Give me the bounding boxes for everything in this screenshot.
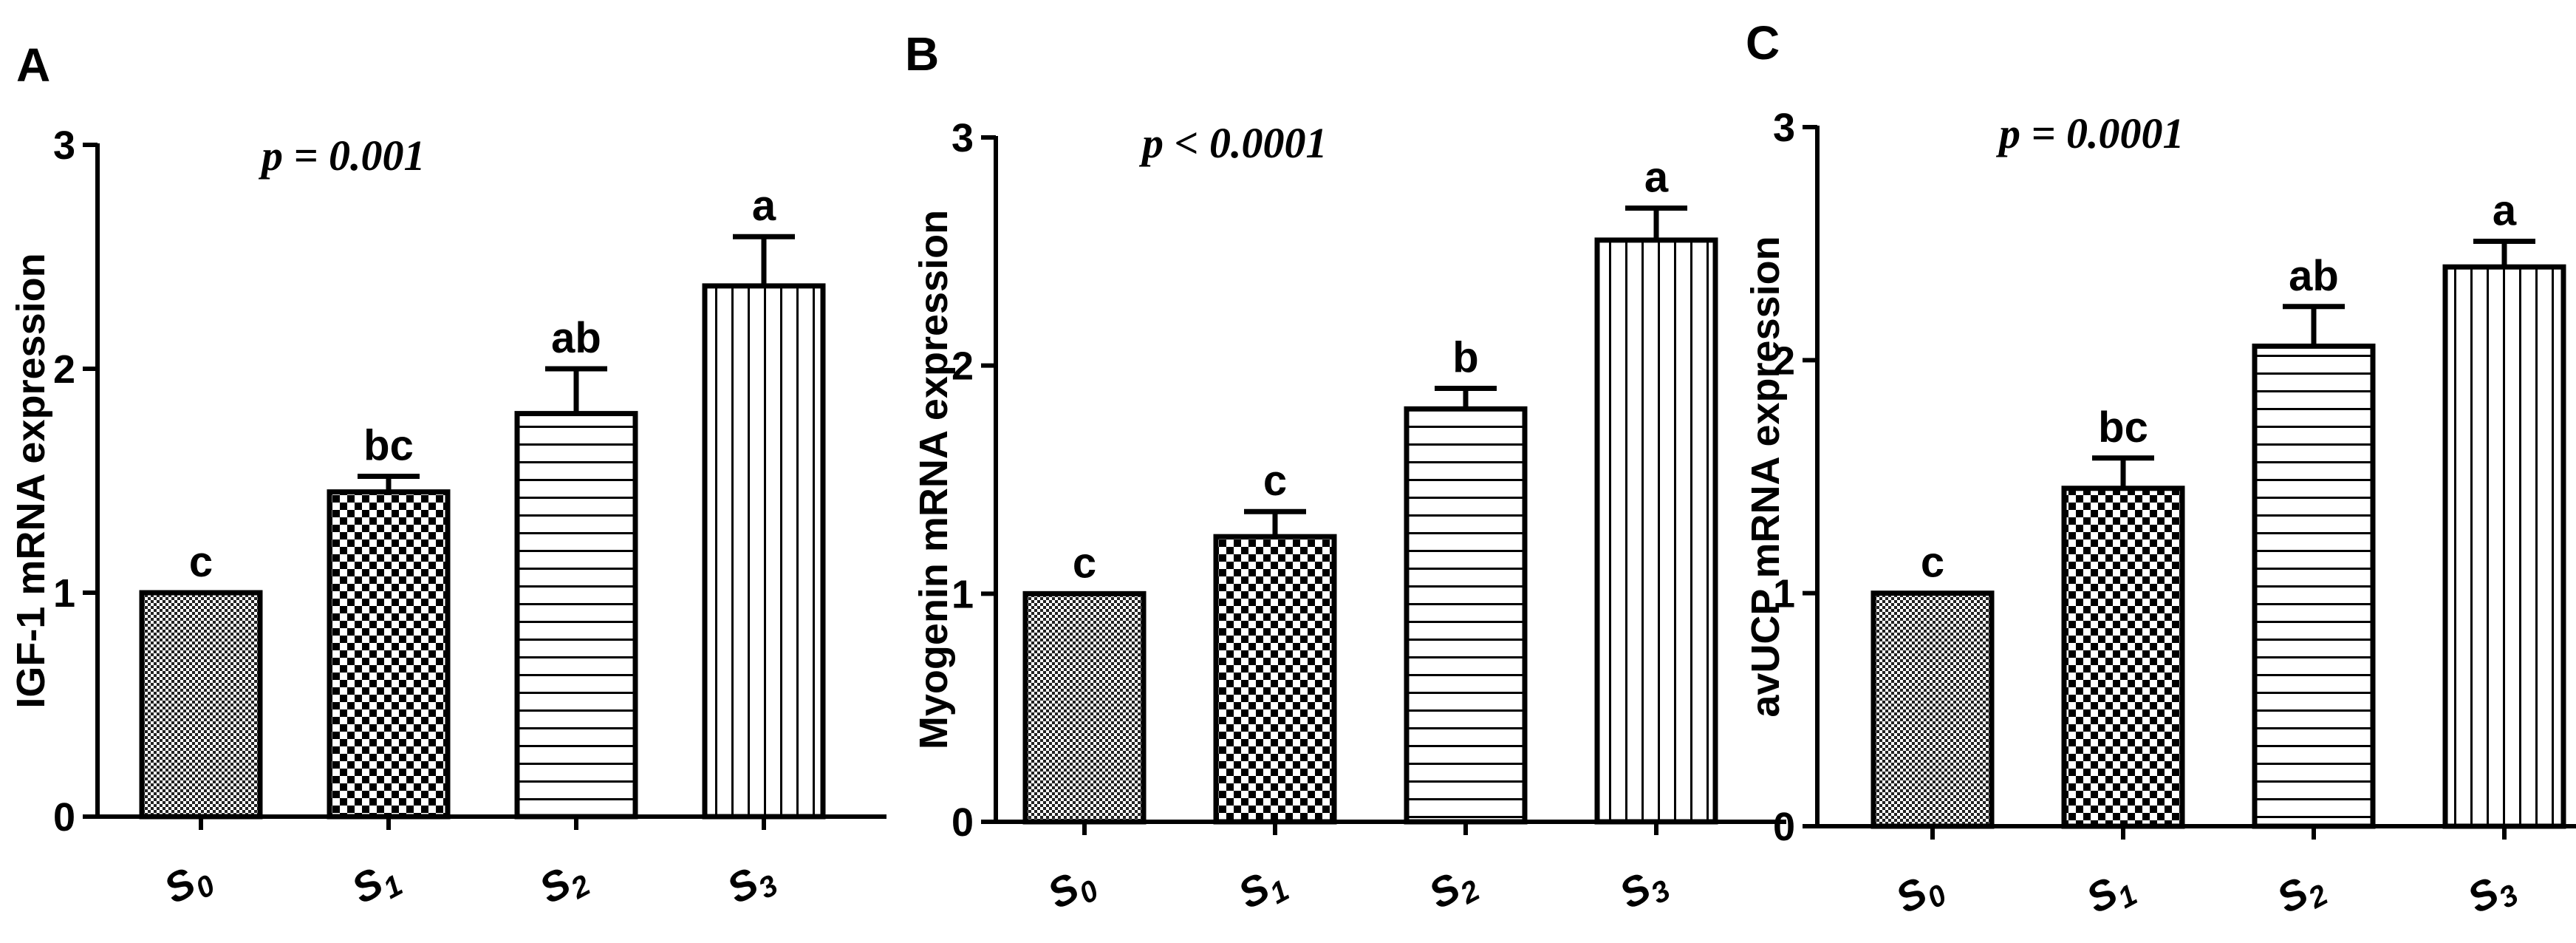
chart-panel-a: A IGF-1 mRNA expression p = 0.001 0 1 2 3 c S0 bc… [9, 38, 886, 919]
y-tick-label: 1 [53, 571, 75, 616]
y-tick-label: 2 [1773, 338, 1795, 383]
y-axis-label: Myogenin mRNA expression [912, 210, 956, 749]
y-tick-label: 0 [53, 795, 75, 840]
y-axis-label: avUCP mRNA expression [1743, 236, 1788, 717]
bar-s0 [1870, 590, 1995, 829]
x-category-label: S3 [2460, 860, 2524, 928]
y-tick-label: 2 [53, 347, 75, 392]
y-axis-label: IGF-1 mRNA expression [9, 253, 53, 708]
y-tick-label: 3 [952, 116, 974, 160]
x-category-label: S0 [1040, 856, 1104, 924]
significance-label: c [1921, 539, 1944, 587]
x-category-label: S0 [1888, 860, 1952, 928]
x-category-label: S3 [720, 851, 783, 919]
y-tick-label: 3 [1773, 106, 1795, 150]
y-tick-label: 0 [952, 800, 974, 845]
significance-label: a [1644, 154, 1669, 202]
bar-s1 [327, 489, 451, 820]
significance-label: c [1263, 457, 1287, 505]
bar-s1 [1213, 534, 1337, 825]
x-category-label: S1 [2079, 860, 2142, 928]
x-category-label: S3 [1612, 856, 1675, 924]
p-value-annotation: p = 0.0001 [1995, 109, 2184, 157]
y-tick-label: 1 [1773, 572, 1795, 616]
x-category-label: S1 [344, 851, 408, 919]
panel-label: B [905, 27, 939, 81]
x-category-label: S0 [157, 851, 220, 919]
bar-s2 [514, 411, 638, 820]
significance-label: c [1073, 539, 1096, 587]
bar-s2 [1404, 406, 1528, 825]
significance-label: a [2493, 187, 2517, 235]
bar-s3 [702, 283, 826, 820]
p-value-annotation: p = 0.001 [258, 132, 426, 180]
bar-s0 [1022, 590, 1147, 825]
y-tick-label: 2 [952, 344, 974, 389]
bar-s1 [2061, 486, 2185, 829]
bar-s2 [2252, 343, 2376, 829]
x-category-label: S1 [1231, 856, 1294, 924]
significance-label: ab [2289, 252, 2339, 300]
significance-label: bc [2098, 404, 2148, 452]
p-value-annotation: p < 0.0001 [1138, 119, 1328, 167]
panel-label: C [1746, 16, 1780, 69]
x-category-label: S2 [532, 851, 595, 919]
significance-label: a [752, 182, 776, 230]
x-category-label: S2 [1421, 856, 1485, 924]
significance-label: bc [363, 421, 414, 469]
significance-label: ab [551, 314, 601, 362]
bar-s3 [1594, 237, 1718, 825]
y-tick-label: 1 [952, 572, 974, 616]
chart-panel-b: B Myogenin mRNA expression p < 0.0001 0 1 2 3 c… [905, 27, 1786, 924]
bar-s3 [2442, 264, 2566, 829]
significance-label: b [1452, 334, 1478, 382]
bar-s0 [139, 590, 263, 820]
panel-label: A [16, 38, 50, 92]
significance-label: c [189, 538, 213, 586]
x-category-label: S2 [2269, 860, 2333, 928]
y-tick-label: 0 [1773, 805, 1795, 849]
y-tick-label: 3 [53, 123, 75, 168]
